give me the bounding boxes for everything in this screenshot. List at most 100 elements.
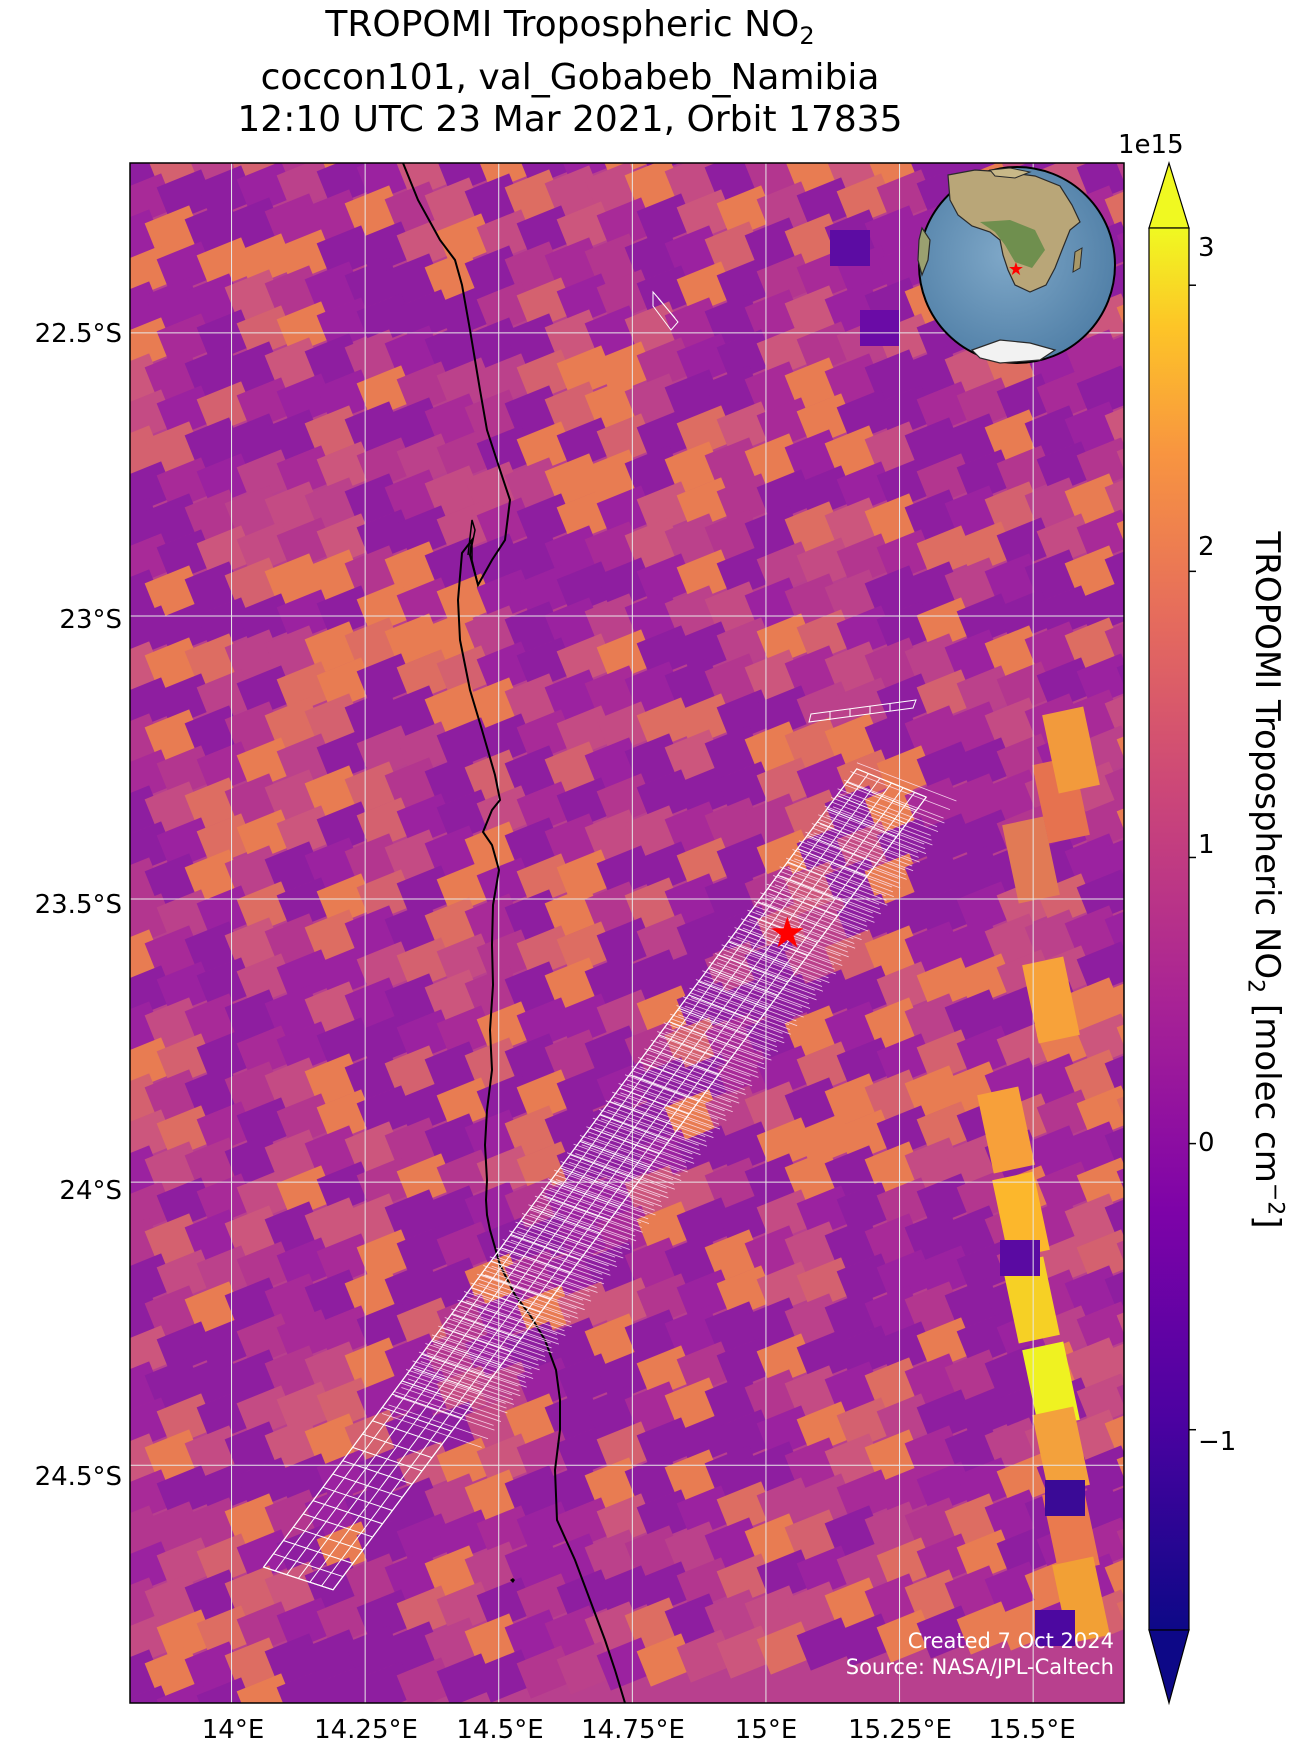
no2-pixel xyxy=(1037,81,1096,134)
no2-pixel xyxy=(1104,1189,1124,1243)
footprint-line xyxy=(792,849,893,888)
globe-madagascar xyxy=(1072,247,1083,273)
credit-created: Created 7 Oct 2024 xyxy=(907,1629,1114,1653)
footprint-line xyxy=(760,892,860,931)
footprint-line xyxy=(471,1287,571,1323)
footprint-line xyxy=(637,1057,738,1094)
footprint-line xyxy=(689,987,790,1026)
no2-pixel xyxy=(704,163,764,203)
footprint-line xyxy=(626,1083,727,1121)
footprint-line xyxy=(612,1091,712,1129)
no2-pixel xyxy=(1104,1405,1124,1459)
footprint-line xyxy=(592,1117,693,1155)
no2-pixel xyxy=(716,163,776,167)
footprint-line xyxy=(600,1113,700,1151)
footprint-line xyxy=(612,1096,713,1134)
footprint-line xyxy=(575,1153,675,1190)
no2-pixel-low xyxy=(860,310,900,346)
no2-pixel xyxy=(745,73,804,126)
footprint-line xyxy=(401,1387,502,1422)
footprint-line xyxy=(663,1022,764,1060)
footprint-line xyxy=(516,1226,617,1263)
footprint-line xyxy=(503,1243,604,1280)
small-island xyxy=(510,1578,515,1583)
footprint-line xyxy=(393,1391,494,1426)
footprint-line xyxy=(510,1239,611,1276)
footprint-line xyxy=(457,1299,558,1335)
footprint-line xyxy=(819,823,920,863)
no2-pixel xyxy=(436,163,496,195)
footprint-line xyxy=(548,1183,649,1220)
footprint-line xyxy=(446,1326,547,1362)
footprint-line xyxy=(439,1335,540,1371)
footprint-line xyxy=(517,1231,617,1268)
no2-pixel xyxy=(356,163,416,203)
no2-pixel xyxy=(757,109,816,162)
footprint-line xyxy=(412,1360,513,1396)
no2-pixel xyxy=(1104,1261,1124,1315)
footprint-line xyxy=(459,1309,559,1345)
footprint-line xyxy=(646,1057,746,1095)
no2-pixel xyxy=(1104,1333,1124,1387)
footprint-line xyxy=(407,1378,508,1414)
footprint-line xyxy=(490,1261,591,1297)
footprint-line xyxy=(715,953,815,991)
footprint-line xyxy=(657,1031,757,1069)
footprint-line xyxy=(274,773,869,1572)
no2-pixel xyxy=(1025,45,1084,98)
footprint-line xyxy=(632,1070,733,1108)
no2-pixel-high xyxy=(1022,1341,1080,1429)
footprint-line xyxy=(620,1092,721,1130)
footprint-line xyxy=(433,1343,534,1379)
footprint-line xyxy=(740,918,841,957)
no2-pixel-low xyxy=(830,230,870,266)
no2-pixel xyxy=(545,93,604,146)
footprint-line xyxy=(748,914,848,953)
footprint-line xyxy=(419,1356,520,1392)
footprint-line xyxy=(463,1291,564,1327)
footprint-line xyxy=(650,1039,751,1077)
site-marker-layer: ★ xyxy=(768,908,806,957)
footprint-line xyxy=(767,888,868,927)
no2-pixel xyxy=(797,105,856,158)
footprint-line xyxy=(587,1131,687,1168)
no2-pixel xyxy=(385,109,444,162)
no2-pixel xyxy=(344,163,404,167)
inset-globe: ★ xyxy=(917,166,1116,364)
footprint-line xyxy=(831,797,931,836)
lon-tick-label: 14.25°E xyxy=(314,1715,418,1745)
footprint-line xyxy=(476,1273,577,1310)
footprint-grid xyxy=(262,762,957,1591)
footprint-line xyxy=(651,1044,752,1082)
no2-pixel xyxy=(1105,37,1164,90)
footprint-line xyxy=(670,1018,771,1056)
no2-pixel xyxy=(224,163,284,179)
no2-pixel-high xyxy=(1002,816,1060,904)
footprint-line xyxy=(394,1395,495,1431)
colorbar-gradient xyxy=(1148,227,1190,1631)
footprint-line xyxy=(722,949,823,987)
footprint-line xyxy=(515,1221,616,1258)
no2-pixel xyxy=(505,97,564,150)
footprint-line xyxy=(794,858,894,897)
footprint-line xyxy=(534,1195,635,1232)
footprint-line xyxy=(781,875,882,915)
no2-pixel-high xyxy=(1002,1256,1060,1344)
footprint-line xyxy=(818,814,918,853)
footprint-line xyxy=(432,1339,533,1375)
no2-pixel xyxy=(985,49,1044,102)
footprint-line xyxy=(594,1127,695,1164)
footprint-line xyxy=(405,1369,506,1404)
footprint-line xyxy=(624,1074,725,1112)
no2-pixel xyxy=(1104,901,1124,955)
footprint-line xyxy=(838,793,939,832)
footprint-line xyxy=(579,1135,680,1172)
footprint-line xyxy=(472,1291,572,1328)
footprint-line xyxy=(381,1413,482,1448)
globe-antarctica xyxy=(970,339,1057,364)
footprint-line xyxy=(684,1005,785,1044)
footprint-line xyxy=(431,1334,532,1370)
footprint-line xyxy=(664,1027,765,1065)
no2-pixel-high xyxy=(977,1086,1035,1174)
footprint-line xyxy=(504,1248,605,1285)
